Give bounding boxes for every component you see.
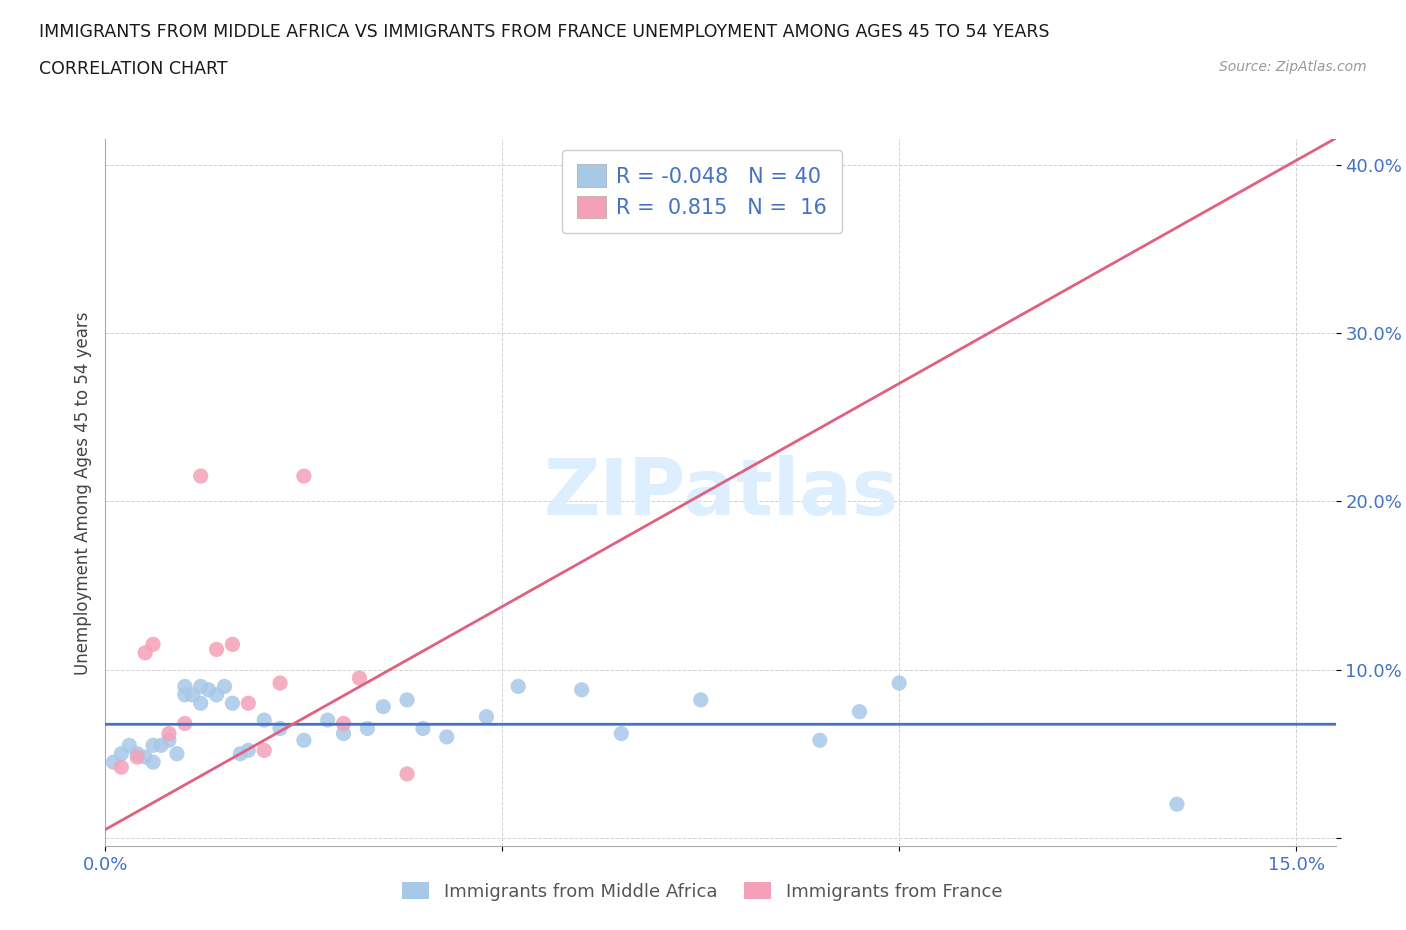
Point: [332, 726, 354, 741]
Point: [134, 645, 156, 660]
Legend: Immigrants from Middle Africa, Immigrants from France: Immigrants from Middle Africa, Immigrant…: [395, 875, 1010, 908]
Point: [396, 693, 419, 708]
Point: [610, 726, 633, 741]
Point: [689, 693, 711, 708]
Point: [142, 755, 165, 770]
Text: Source: ZipAtlas.com: Source: ZipAtlas.com: [1219, 60, 1367, 74]
Point: [396, 766, 419, 781]
Point: [166, 746, 188, 761]
Point: [373, 699, 395, 714]
Text: IMMIGRANTS FROM MIDDLE AFRICA VS IMMIGRANTS FROM FRANCE UNEMPLOYMENT AMONG AGES : IMMIGRANTS FROM MIDDLE AFRICA VS IMMIGRA…: [39, 23, 1050, 41]
Point: [292, 469, 315, 484]
Point: [142, 637, 165, 652]
Point: [118, 737, 141, 752]
Point: [808, 733, 831, 748]
Point: [110, 760, 132, 775]
Point: [214, 679, 236, 694]
Text: CORRELATION CHART: CORRELATION CHART: [39, 60, 228, 78]
Point: [253, 743, 276, 758]
Point: [571, 683, 593, 698]
Point: [238, 696, 260, 711]
Point: [190, 469, 212, 484]
Point: [127, 746, 149, 761]
Point: [356, 721, 378, 736]
Point: [142, 737, 165, 752]
Point: [229, 746, 252, 761]
Point: [269, 721, 291, 736]
Point: [181, 687, 204, 702]
Point: [292, 733, 315, 748]
Point: [103, 755, 125, 770]
Point: [253, 712, 276, 727]
Point: [150, 737, 173, 752]
Point: [190, 679, 212, 694]
Point: [173, 716, 195, 731]
Point: [238, 743, 260, 758]
Point: [190, 696, 212, 711]
Point: [221, 696, 243, 711]
Point: [173, 679, 195, 694]
Point: [173, 687, 195, 702]
Point: [508, 679, 530, 694]
Point: [412, 721, 434, 736]
Point: [134, 750, 156, 764]
Point: [197, 683, 219, 698]
Point: [889, 675, 911, 690]
Point: [349, 671, 371, 685]
Point: [436, 729, 458, 744]
Point: [316, 712, 339, 727]
Point: [221, 637, 243, 652]
Text: ZIPatlas: ZIPatlas: [543, 455, 898, 531]
Point: [332, 716, 354, 731]
Point: [157, 726, 180, 741]
Point: [157, 733, 180, 748]
Point: [1166, 797, 1188, 812]
Point: [110, 746, 132, 761]
Y-axis label: Unemployment Among Ages 45 to 54 years: Unemployment Among Ages 45 to 54 years: [73, 312, 91, 674]
Point: [205, 687, 228, 702]
Point: [205, 642, 228, 657]
Point: [269, 675, 291, 690]
Point: [848, 704, 870, 719]
Point: [475, 710, 498, 724]
Point: [127, 750, 149, 764]
